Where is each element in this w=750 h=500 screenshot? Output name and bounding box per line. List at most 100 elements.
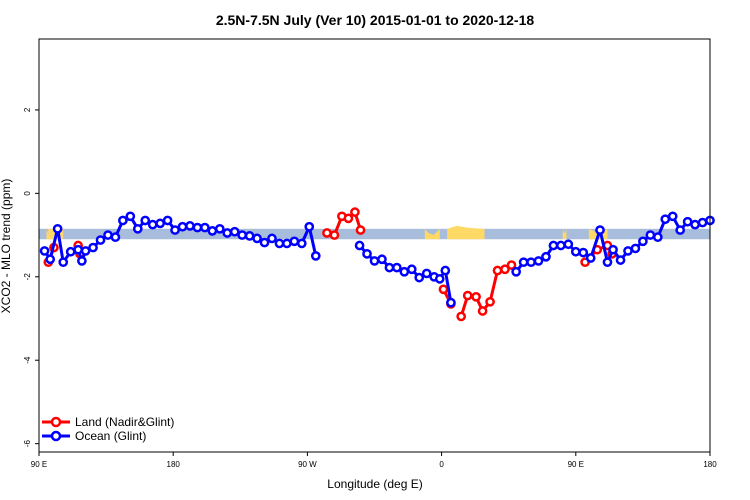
data-point xyxy=(392,262,402,273)
data-point xyxy=(310,251,321,261)
series-ocean xyxy=(39,211,715,308)
data-point xyxy=(456,311,467,322)
data-point xyxy=(485,296,495,307)
data-point xyxy=(630,243,641,254)
data-point xyxy=(296,238,307,249)
data-point xyxy=(477,306,488,316)
chart-title: 2.5N-7.5N July (Ver 10) 2015-01-01 to 20… xyxy=(216,12,535,28)
data-point xyxy=(118,215,128,226)
data-point xyxy=(110,232,121,243)
y-tick-label: -6 xyxy=(23,440,32,448)
data-point xyxy=(354,240,365,251)
y-tick-label: -4 xyxy=(23,356,32,364)
x-tick-label: 180 xyxy=(703,460,717,469)
data-point xyxy=(660,214,671,225)
data-point xyxy=(362,248,372,259)
data-point xyxy=(222,228,233,238)
data-point xyxy=(80,246,91,256)
data-point xyxy=(343,213,354,224)
data-point xyxy=(132,223,143,234)
reference-band xyxy=(39,228,710,240)
legend-item-ocean: Ocean (Glint) xyxy=(42,429,146,443)
data-point xyxy=(384,262,395,273)
data-point xyxy=(570,246,581,257)
data-point xyxy=(492,265,503,276)
x-tick-label: 90 E xyxy=(31,460,47,469)
data-point xyxy=(274,238,285,249)
x-tick-label: 90 W xyxy=(298,460,317,469)
data-point xyxy=(440,265,451,276)
y-tick-label: -2 xyxy=(23,273,32,281)
legend-land-marker xyxy=(50,416,62,428)
data-point xyxy=(548,240,559,251)
data-point xyxy=(289,236,300,247)
series-line xyxy=(514,214,711,273)
data-point xyxy=(170,225,180,235)
data-point xyxy=(355,225,366,235)
data-point xyxy=(645,230,656,240)
data-point xyxy=(369,256,380,266)
data-point xyxy=(500,264,510,275)
data-point xyxy=(39,246,50,256)
data-point xyxy=(602,257,613,268)
data-point xyxy=(185,221,195,231)
data-point xyxy=(282,238,292,249)
y-tick-label: 0 xyxy=(23,191,32,196)
legend-ocean-label: Ocean (Glint) xyxy=(75,429,146,443)
data-point xyxy=(697,217,708,228)
data-point xyxy=(563,239,574,250)
land-patch xyxy=(562,228,567,240)
data-point xyxy=(177,221,188,232)
data-point xyxy=(125,211,136,222)
data-point xyxy=(140,215,151,226)
data-point xyxy=(556,240,566,251)
data-point xyxy=(200,222,210,233)
legend: Land (Nadir&Glint) Ocean (Glint) xyxy=(42,415,174,443)
data-point xyxy=(690,219,700,230)
data-point xyxy=(237,230,248,240)
data-point xyxy=(244,231,255,241)
data-point xyxy=(623,246,633,256)
plot-area xyxy=(39,207,715,322)
land-patch xyxy=(447,225,485,240)
data-point xyxy=(526,257,536,268)
data-point xyxy=(162,215,173,226)
data-point xyxy=(147,219,158,230)
data-point xyxy=(77,256,87,266)
y-tick-label: 2 xyxy=(23,107,32,112)
data-point xyxy=(595,225,605,235)
data-point xyxy=(322,228,332,238)
data-point xyxy=(65,246,76,257)
data-point xyxy=(350,207,360,217)
data-point xyxy=(155,218,166,229)
data-point xyxy=(511,266,522,277)
data-point xyxy=(103,230,113,240)
data-point xyxy=(533,256,544,266)
plot-frame xyxy=(38,38,711,453)
data-point xyxy=(259,237,270,248)
data-point xyxy=(58,257,69,268)
y-axis-label: XCO2 - MLO trend (ppm) xyxy=(0,179,13,314)
y-axis: 2 0 -2 -4 -6 xyxy=(23,107,39,447)
data-point xyxy=(652,232,663,243)
data-point xyxy=(207,226,218,236)
data-point xyxy=(471,291,481,302)
data-point xyxy=(446,297,456,308)
data-point xyxy=(52,223,63,234)
data-point xyxy=(462,290,473,301)
data-point xyxy=(667,211,678,222)
data-point xyxy=(192,222,203,233)
x-tick-label: 90 E xyxy=(568,460,584,469)
data-point xyxy=(615,255,626,265)
x-tick-label: 180 xyxy=(167,460,181,469)
data-point xyxy=(414,272,425,283)
data-point xyxy=(682,216,693,227)
data-point xyxy=(304,221,315,232)
data-point xyxy=(229,226,240,237)
data-point xyxy=(45,254,56,265)
data-point xyxy=(73,244,83,255)
x-tick-label: 0 xyxy=(439,460,444,469)
data-point xyxy=(438,284,449,295)
data-point xyxy=(608,244,618,255)
data-point xyxy=(638,236,648,247)
